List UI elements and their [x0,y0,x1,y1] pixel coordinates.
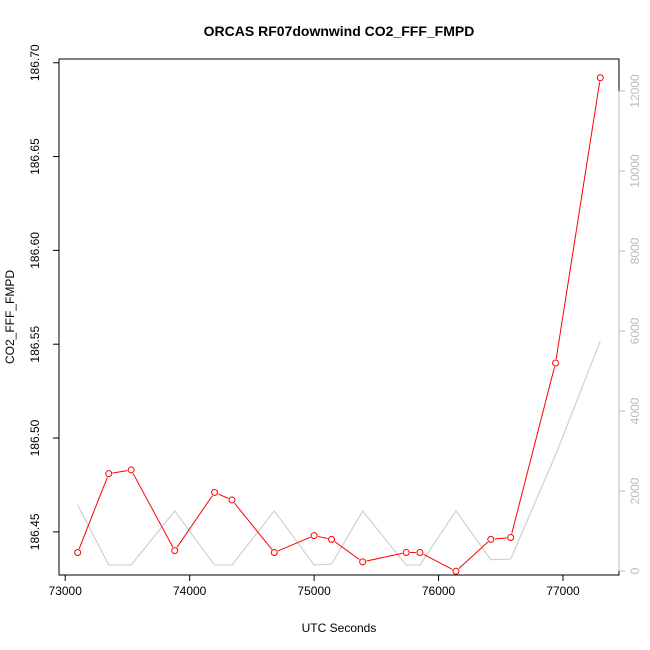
x-axis-label: UTC Seconds [302,621,377,635]
plot-frame [58,58,620,576]
series-line-segment [78,477,108,549]
data-point [211,488,219,496]
x-tick-label: 73000 [49,584,83,598]
data-point [310,532,318,540]
data-point [171,547,179,555]
y-axis: 186.45 186.50 186.55 186.60 186.65 186.70 [28,44,60,550]
x-tick-label: 75000 [297,584,331,598]
data-point [270,548,278,556]
data-point [127,466,135,474]
y-tick-label: 186.65 [28,138,42,175]
data-point [228,496,236,504]
series-line-segment [334,541,360,560]
data-point [507,533,515,541]
y2-tick-label: 0 [628,567,642,574]
data-point [552,359,560,367]
y-axis-label: CO2_FFF_FMPD [3,270,17,364]
data-point [328,535,336,543]
series-line-segment [458,541,489,569]
y-tick-label: 186.60 [28,232,42,269]
y2-tick-label: 10000 [628,154,642,188]
data-point [105,470,113,478]
y2-tick-label: 6000 [628,317,642,344]
y2-tick-label: 12000 [628,74,642,108]
y2-tick-label: 4000 [628,397,642,424]
data-point [402,548,410,556]
series-line-segment [132,473,174,548]
series-line-segment [511,366,556,534]
y-tick-label: 186.70 [28,44,42,81]
y2-tick-label: 8000 [628,237,642,264]
series-line-segment [176,495,213,548]
y2-axis-right: 0 2000 4000 6000 8000 10000 12000 [618,74,642,574]
series-line-segment [317,535,328,539]
data-point [487,535,495,543]
data-point [596,74,604,82]
series-line-segment [423,553,453,570]
x-tick-label: 74000 [173,584,207,598]
y-tick-label: 186.45 [28,513,42,550]
data-point [452,567,460,575]
x-axis: 73000 74000 75000 76000 77000 [49,574,580,598]
y-tick-label: 186.50 [28,419,42,456]
series-line-segment [112,470,128,474]
series-line-segment [277,536,311,552]
x-tick-label: 76000 [422,584,456,598]
y2-tick-label: 2000 [628,477,642,504]
series-line-segment [234,502,273,550]
series-layer [74,74,604,575]
series-line-segment [555,81,601,360]
data-point [416,548,424,556]
series-line-segment [494,537,507,540]
series-line-right-axis [77,340,601,566]
chart-title: ORCAS RF07downwind CO2_FFF_FMPD [204,23,475,39]
data-point [359,558,367,566]
data-point [74,548,82,556]
series-line-segment [366,552,403,562]
y-tick-label: 186.55 [28,326,42,363]
x-tick-label: 77000 [546,584,580,598]
series-line-segment [218,493,229,499]
